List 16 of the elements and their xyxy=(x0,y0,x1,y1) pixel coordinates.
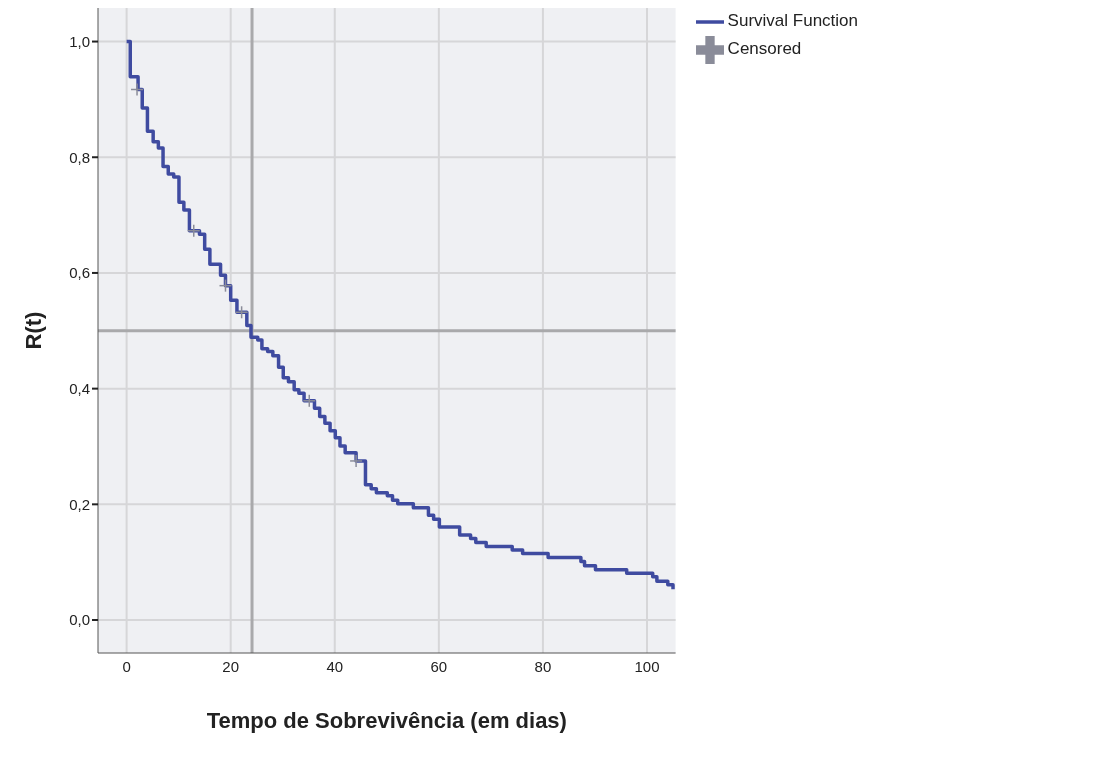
x-tick-label: 100 xyxy=(634,657,660,675)
x-tick-label: 40 xyxy=(326,657,344,675)
y-tick-label: 0,4 xyxy=(69,379,90,397)
x-tick-label: 20 xyxy=(222,657,240,675)
x-tick-label: 60 xyxy=(430,657,448,675)
legend-label: Survival Function xyxy=(727,11,858,31)
y-tick-label: 0,0 xyxy=(69,611,90,629)
y-tick-label: 0,6 xyxy=(69,264,90,282)
y-tick-label: 1,0 xyxy=(69,32,90,50)
x-tick-label: 80 xyxy=(534,657,552,675)
legend-label: Censored xyxy=(727,39,802,59)
y-tick-label: 0,8 xyxy=(69,148,90,166)
x-tick-label: 0 xyxy=(122,657,131,675)
y-tick-label: 0,2 xyxy=(69,495,90,513)
y-axis-title: R(t) xyxy=(20,311,46,350)
x-axis-title: Tempo de Sobrevivência (em dias) xyxy=(206,708,567,733)
